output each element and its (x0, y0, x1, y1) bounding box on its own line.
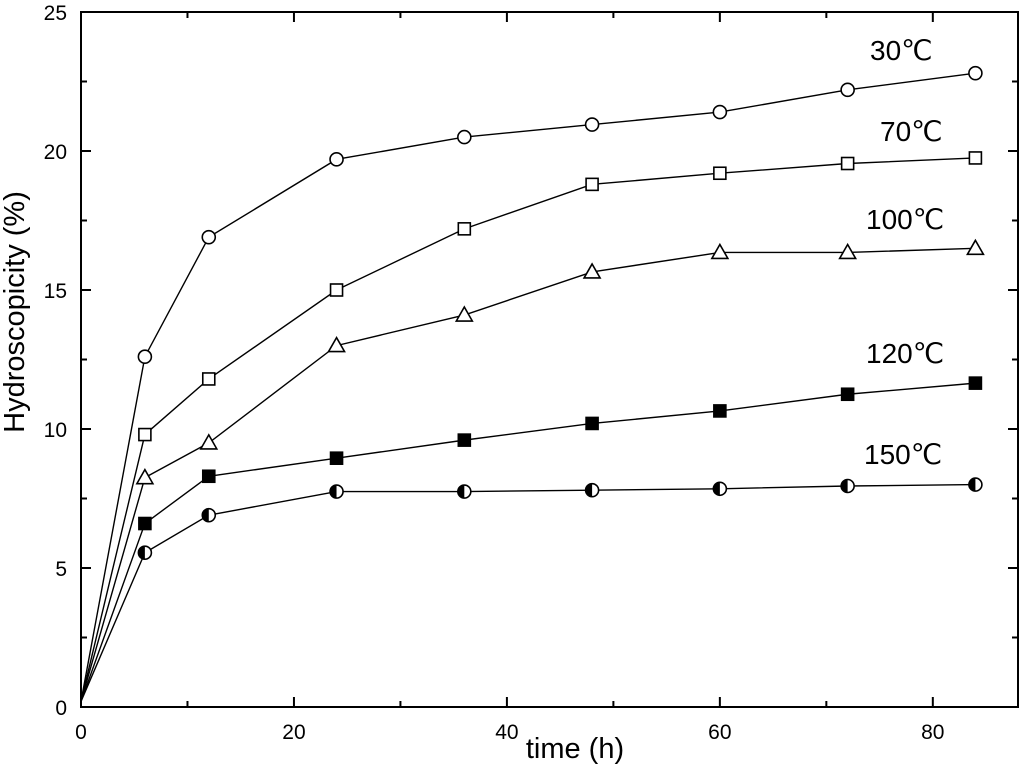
x-tick-label: 0 (75, 721, 87, 744)
y-tick-label: 0 (55, 697, 67, 720)
series-labels: 30℃ 70℃ 100℃ 120℃ 150℃ (864, 35, 944, 470)
data-point (457, 129, 472, 145)
data-point (582, 262, 602, 279)
series-2 (80, 238, 985, 702)
x-tick-label: 40 (495, 721, 518, 744)
x-axis-title: time (h) (526, 733, 624, 765)
data-point (585, 416, 599, 431)
marker-outline (712, 481, 728, 497)
marker-outline (968, 477, 983, 492)
data-point (201, 229, 217, 245)
series-label: 30℃ (870, 35, 933, 66)
data-point (840, 478, 855, 494)
x-tick-label: 20 (282, 721, 305, 744)
data-point (135, 468, 155, 485)
marker-outline (137, 545, 153, 561)
series-label: 120℃ (866, 338, 944, 369)
data-point (201, 372, 216, 386)
data-point (840, 82, 855, 98)
x-tick-label: 60 (708, 721, 731, 744)
data-point (712, 481, 728, 497)
data-point (713, 404, 727, 418)
data-point (454, 305, 474, 322)
data-point (329, 152, 344, 167)
data-point (584, 117, 600, 132)
data-point (137, 349, 153, 365)
series-layer (80, 65, 985, 702)
y-axis-title: Hydroscopicity (%) (0, 191, 31, 433)
data-point (457, 484, 472, 499)
marker-outline (201, 507, 217, 523)
data-point (840, 156, 855, 171)
y-tick-label: 10 (44, 419, 67, 442)
data-point (329, 451, 344, 465)
series-label: 70℃ (880, 116, 943, 147)
data-point (457, 222, 472, 236)
series-label: 150℃ (864, 439, 942, 470)
data-point (838, 242, 858, 260)
y-tick-label: 25 (44, 2, 67, 25)
data-point (968, 65, 983, 81)
data-point (713, 166, 727, 181)
series-1 (80, 151, 983, 702)
series-0 (80, 65, 983, 702)
series-line (80, 382, 976, 702)
data-point (329, 484, 344, 499)
data-point (457, 433, 472, 447)
y-tick-label: 5 (55, 558, 67, 581)
data-point (585, 177, 599, 192)
marker-outline (584, 482, 600, 498)
data-point (329, 283, 344, 297)
data-point (712, 104, 728, 120)
data-point (968, 477, 983, 492)
data-point (199, 433, 219, 450)
data-point (968, 376, 983, 390)
data-point (201, 469, 216, 484)
data-point (137, 545, 153, 561)
axes: 0 20 40 60 80 0 5 10 15 20 25 (44, 2, 1019, 744)
marker-outline (457, 484, 472, 499)
data-point (138, 427, 152, 442)
series-4 (80, 477, 983, 702)
series-3 (80, 376, 983, 702)
data-point (710, 242, 730, 260)
data-point (840, 387, 855, 402)
data-point (966, 238, 985, 256)
data-point (201, 507, 217, 523)
marker-outline (840, 478, 855, 494)
data-point (138, 516, 152, 531)
data-point (327, 335, 346, 353)
marker-outline (329, 484, 344, 499)
y-tick-label: 15 (44, 280, 67, 303)
y-tick-label: 20 (44, 141, 67, 164)
series-label: 100℃ (866, 204, 944, 235)
data-point (968, 151, 983, 165)
data-point (584, 482, 600, 498)
x-tick-label: 80 (921, 721, 944, 744)
